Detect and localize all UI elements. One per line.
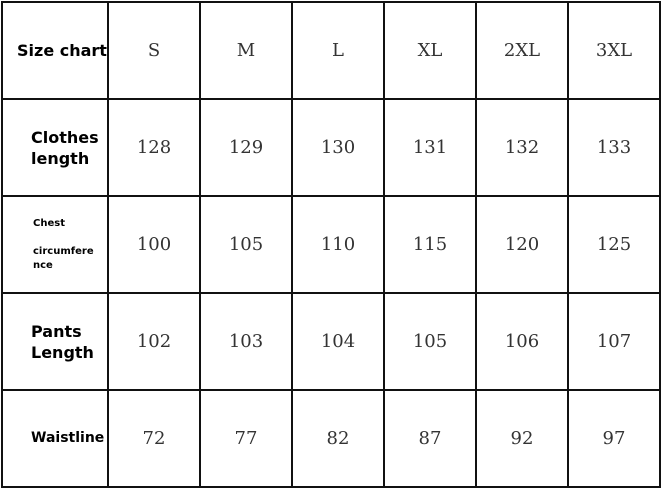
size-chart-table: Size chart S M L XL 2XL 3XL Clothes lengt… bbox=[1, 1, 661, 488]
row-label-line: Waistline bbox=[31, 430, 105, 446]
size-header: 2XL bbox=[475, 1, 569, 100]
cell: 129 bbox=[199, 98, 293, 197]
row-label-line: nce bbox=[33, 259, 53, 271]
row-label: Waistline bbox=[1, 389, 109, 488]
cell: 92 bbox=[475, 389, 569, 488]
row-label-line: Length bbox=[31, 342, 94, 362]
cell: 132 bbox=[475, 98, 569, 197]
row-label-line: Pants bbox=[31, 321, 82, 341]
cell: 125 bbox=[567, 195, 661, 294]
table-row: Clothes length 128 129 130 131 132 133 bbox=[1, 98, 661, 197]
cell: 100 bbox=[107, 195, 201, 294]
cell: 107 bbox=[567, 292, 661, 391]
cell: 103 bbox=[199, 292, 293, 391]
size-header: 3XL bbox=[567, 1, 661, 100]
row-label-line: Chest bbox=[33, 217, 65, 229]
cell: 130 bbox=[291, 98, 385, 197]
cell: 120 bbox=[475, 195, 569, 294]
row-label-line: length bbox=[31, 148, 90, 168]
cell: 105 bbox=[199, 195, 293, 294]
cell: 131 bbox=[383, 98, 477, 197]
cell: 106 bbox=[475, 292, 569, 391]
row-label-line: circumfere bbox=[33, 245, 94, 257]
row-label: Pants Length bbox=[1, 292, 109, 391]
cell: 128 bbox=[107, 98, 201, 197]
size-header: L bbox=[291, 1, 385, 100]
cell: 97 bbox=[567, 389, 661, 488]
table-row: Chest circumfere nce 100 105 110 115 120 1… bbox=[1, 195, 661, 294]
cell: 77 bbox=[199, 389, 293, 488]
cell: 82 bbox=[291, 389, 385, 488]
cell: 104 bbox=[291, 292, 385, 391]
cell: 115 bbox=[383, 195, 477, 294]
cell: 105 bbox=[383, 292, 477, 391]
header-row: Size chart S M L XL 2XL 3XL bbox=[1, 1, 661, 100]
size-header: M bbox=[199, 1, 293, 100]
cell: 72 bbox=[107, 389, 201, 488]
cell: 110 bbox=[291, 195, 385, 294]
header-label: Size chart bbox=[1, 1, 109, 100]
row-label-line: Clothes bbox=[31, 127, 99, 147]
cell: 133 bbox=[567, 98, 661, 197]
cell: 87 bbox=[383, 389, 477, 488]
size-header: XL bbox=[383, 1, 477, 100]
table-row: Waistline 72 77 82 87 92 97 bbox=[1, 389, 661, 488]
table-row: Pants Length 102 103 104 105 106 107 bbox=[1, 292, 661, 391]
row-label: Chest circumfere nce bbox=[1, 195, 109, 294]
row-label: Clothes length bbox=[1, 98, 109, 197]
cell: 102 bbox=[107, 292, 201, 391]
size-header: S bbox=[107, 1, 201, 100]
